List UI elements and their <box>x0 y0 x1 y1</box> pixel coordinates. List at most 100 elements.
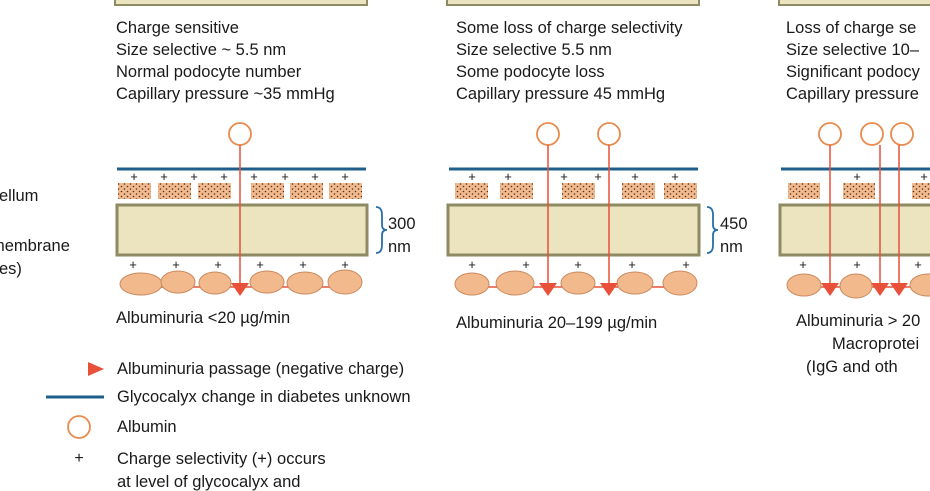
brace <box>706 206 719 254</box>
albumin-circle <box>818 122 842 146</box>
left-label-endothelium: ellum <box>0 187 38 205</box>
panel-1-line-3: Normal podocyte number <box>116 63 302 81</box>
panel-1-caption: Albuminuria <20 µg/min <box>116 309 290 327</box>
glycocalyx-charges: + + + + + + + + <box>130 169 349 184</box>
albumin-passage-arrow <box>600 145 618 296</box>
legend-item-albumin: Albumin <box>67 415 177 439</box>
svg-text:+: + <box>682 257 690 272</box>
svg-text:+: + <box>160 169 168 184</box>
top-remnant-box <box>446 0 700 6</box>
panel-macroalbuminuria: Loss of charge se Size selective 10– Sig… <box>778 19 930 376</box>
plus-icon: + <box>74 450 83 467</box>
panel-3-line-2: Size selective 10– <box>786 41 920 59</box>
albumin-passage-arrow <box>539 145 557 296</box>
podocyte-charges: + + + <box>799 257 922 272</box>
svg-text:+: + <box>468 169 476 184</box>
svg-text:+: + <box>920 169 928 184</box>
panel-3-line-4: Capillary pressure <box>786 85 919 103</box>
endothelial-cells <box>788 183 930 199</box>
svg-text:+: + <box>914 257 922 272</box>
basement-membrane <box>778 203 930 257</box>
panel-3-caption-3: (IgG and oth <box>806 358 898 376</box>
svg-text:+: + <box>311 169 319 184</box>
panel-2-line-3: Some podocyte loss <box>456 63 605 81</box>
podocyte-foot-processes <box>454 270 698 296</box>
svg-text:+: + <box>631 169 639 184</box>
svg-text:+: + <box>594 169 602 184</box>
albumin-circle <box>890 122 914 146</box>
podocyte-foot-processes <box>786 273 930 299</box>
svg-text:+: + <box>129 257 137 272</box>
panel-2-line-4: Capillary pressure 45 mmHg <box>456 85 665 103</box>
svg-text:+: + <box>671 169 679 184</box>
panel-1-line-1: Charge sensitive <box>116 19 239 37</box>
albumin-circle-icon <box>67 415 91 439</box>
panel-1-line-2: Size selective ~ 5.5 nm <box>116 41 286 59</box>
svg-text:+: + <box>628 257 636 272</box>
legend-label: Charge selectivity (+) occurs <box>117 450 326 468</box>
brace-unit: nm <box>388 238 411 256</box>
legend-label: Albumin <box>117 418 177 436</box>
panel-normal: Charge sensitive Size selective ~ 5.5 nm… <box>115 19 416 327</box>
svg-text:+: + <box>560 169 568 184</box>
basement-membrane <box>446 203 701 257</box>
albumin-passage-arrow <box>231 145 249 296</box>
panel-2-caption: Albuminuria 20–199 µg/min <box>456 314 657 332</box>
svg-text:+: + <box>799 257 807 272</box>
albumin-circle <box>597 122 621 146</box>
svg-text:+: + <box>220 169 228 184</box>
svg-text:+: + <box>281 169 289 184</box>
panel-3-line-1: Loss of charge se <box>786 19 916 37</box>
svg-text:+: + <box>190 169 198 184</box>
podocyte-charges: + + + + + <box>468 257 690 272</box>
panel-1-line-4: Capillary pressure ~35 mmHg <box>116 85 335 103</box>
svg-text:+: + <box>250 169 258 184</box>
svg-text:+: + <box>130 169 138 184</box>
basement-membrane <box>115 203 369 257</box>
legend-item-glycocalyx: Glycocalyx change in diabetes unknown <box>46 388 411 406</box>
legend-item-charge: + Charge selectivity (+) occurs at level… <box>74 450 325 491</box>
svg-text:+: + <box>214 257 222 272</box>
panel-3-line-3: Significant podocy <box>786 63 921 81</box>
left-label-podocytes: es) <box>0 260 22 278</box>
albumin-circle <box>860 122 884 146</box>
albumin-passage-arrow <box>871 145 889 296</box>
albumin-circle <box>536 122 560 146</box>
panel-2-line-2: Size selective 5.5 nm <box>456 41 612 59</box>
brace-value: 300 <box>388 215 416 233</box>
top-remnant-box <box>114 0 368 6</box>
svg-text:+: + <box>522 257 530 272</box>
legend-label: Glycocalyx change in diabetes unknown <box>117 388 411 406</box>
panel-2-line-1: Some loss of charge selectivity <box>456 19 683 37</box>
podocyte-foot-processes <box>119 269 363 296</box>
svg-text:+: + <box>853 257 861 272</box>
brace-value: 450 <box>720 215 748 233</box>
brace <box>375 206 388 254</box>
panel-3-caption-2: Macroprotei <box>832 335 919 353</box>
svg-text:+: + <box>256 257 264 272</box>
svg-text:+: + <box>341 169 349 184</box>
glycocalyx-charges: + + <box>853 169 928 184</box>
red-arrow-icon <box>46 362 104 376</box>
panel-3-caption-1: Albuminuria > 20 <box>796 312 920 330</box>
svg-text:+: + <box>574 257 582 272</box>
top-remnants <box>114 0 930 6</box>
svg-text:+: + <box>468 257 476 272</box>
svg-text:+: + <box>299 257 307 272</box>
albumin-circle <box>228 122 252 146</box>
glycocalyx-charges: + + + + + + <box>468 169 679 184</box>
albumin-passage-arrow <box>821 145 839 296</box>
legend-item-passage: Albuminuria passage (negative charge) <box>46 360 404 378</box>
legend-label-continued: at level of glycocalyx and <box>117 473 300 491</box>
legend-label: Albuminuria passage (negative charge) <box>117 360 404 378</box>
top-remnant-box <box>778 0 930 6</box>
brace-unit: nm <box>720 238 743 256</box>
endothelial-cells <box>118 183 362 199</box>
legend: Albuminuria passage (negative charge) Gl… <box>46 360 411 491</box>
panel-microalbuminuria: Some loss of charge selectivity Size sel… <box>446 19 748 332</box>
svg-text:+: + <box>341 257 349 272</box>
svg-text:+: + <box>853 169 861 184</box>
endothelial-cells <box>455 183 697 199</box>
